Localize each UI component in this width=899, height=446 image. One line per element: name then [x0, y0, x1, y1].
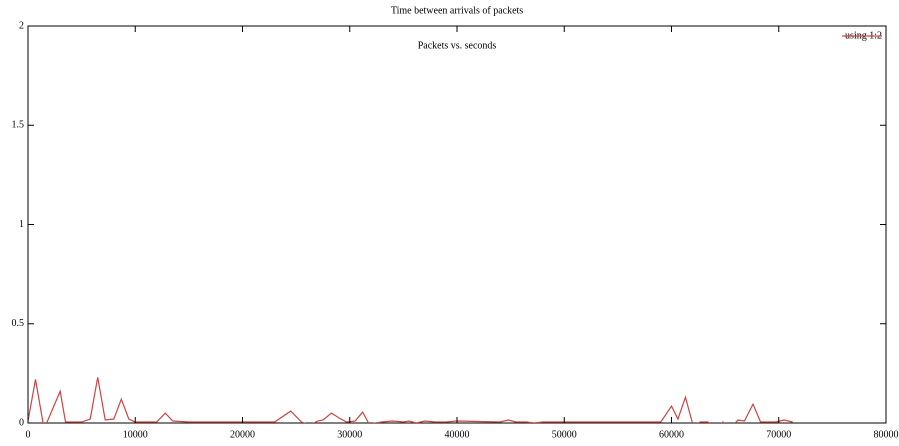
x-tick-label: 20000 [230, 429, 255, 440]
plot-area [28, 377, 793, 423]
x-tick-label: 80000 [874, 429, 899, 440]
plot-frame [27, 25, 887, 424]
y-tick-label: 1 [19, 219, 24, 230]
x-tick-label: 40000 [445, 429, 470, 440]
y-tick-label: 0.5 [12, 318, 25, 329]
y-tick-label: 1.5 [12, 120, 25, 131]
x-tick-label: 60000 [659, 429, 684, 440]
x-tick-label: 30000 [337, 429, 362, 440]
y-tick-label: 0 [19, 417, 24, 428]
x-tick-label: 70000 [766, 429, 791, 440]
y-tick-label: 2 [19, 20, 24, 31]
annotation: Packets vs. seconds [418, 40, 497, 51]
x-tick-label: 0 [26, 429, 31, 440]
x-tick-label: 10000 [123, 429, 148, 440]
data-line [28, 377, 793, 423]
chart-title: Time between arrivals of packets [391, 5, 523, 16]
x-tick-label: 50000 [552, 429, 577, 440]
